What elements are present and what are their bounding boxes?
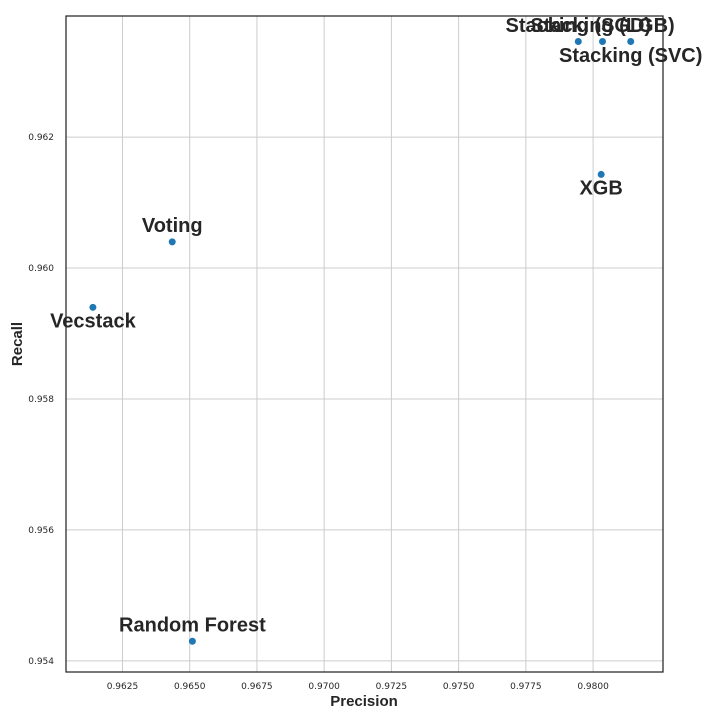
data-point <box>597 170 605 178</box>
y-tick-label: 0.956 <box>28 526 54 536</box>
point-label: Random Forest <box>119 615 266 637</box>
point-label: Stacking (LGB) <box>530 15 674 37</box>
data-points <box>89 38 635 645</box>
data-point <box>168 238 176 246</box>
x-tick-label: 0.9750 <box>443 682 475 692</box>
data-point <box>627 38 635 46</box>
y-tick-label: 0.954 <box>28 657 54 667</box>
x-tick-label: 0.9650 <box>174 682 206 692</box>
tick-labels: 0.9625 0.9650 0.9675 0.9700 0.9725 0.9750 0.97… <box>28 133 609 692</box>
plot-frame <box>65 15 664 673</box>
data-point <box>574 38 582 46</box>
x-tick-label: 0.9675 <box>241 682 273 692</box>
point-label: Vecstack <box>50 311 137 333</box>
point-label: Stacking (SGD) <box>506 15 652 37</box>
y-axis-label: Recall <box>9 322 26 366</box>
data-point <box>89 303 97 311</box>
y-tick-label: 0.958 <box>28 395 54 405</box>
x-tick-label: 0.9625 <box>107 682 139 692</box>
x-tick-label: 0.9775 <box>510 682 542 692</box>
x-axis-label: Precision <box>330 693 398 710</box>
x-tick-label: 0.9725 <box>376 682 408 692</box>
point-label: Stacking (SVC) <box>559 45 702 67</box>
data-point <box>188 637 196 645</box>
point-label: XGB <box>579 178 622 200</box>
y-tick-label: 0.960 <box>28 264 54 274</box>
x-tick-label: 0.9800 <box>577 682 609 692</box>
data-point <box>598 38 606 46</box>
point-labels: Stacking (SGD)Stacking (LGB) Stacking (SV… <box>50 15 702 637</box>
grid <box>66 16 663 672</box>
point-label: Voting <box>142 215 203 237</box>
x-tick-label: 0.9700 <box>308 682 340 692</box>
y-tick-label: 0.962 <box>28 133 54 143</box>
